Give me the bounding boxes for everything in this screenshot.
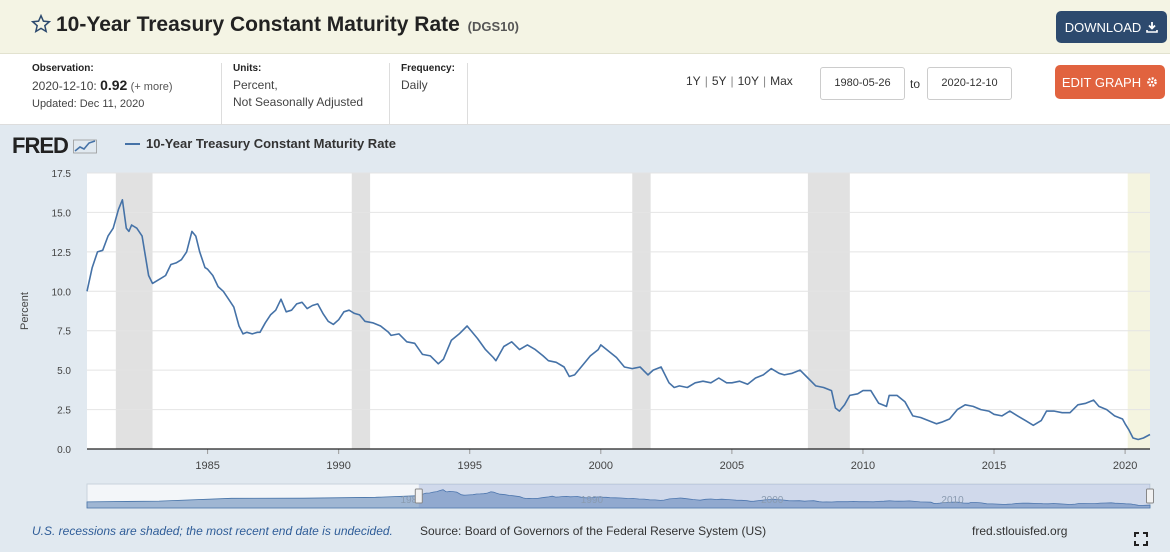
start-date-input[interactable]: 1980-05-26 — [820, 67, 905, 100]
units-line2: Not Seasonally Adjusted — [233, 95, 364, 109]
legend-label: 10-Year Treasury Constant Maturity Rate — [146, 136, 396, 151]
x-tick-label: 1985 — [195, 460, 219, 472]
units-line1: Percent, — [233, 78, 278, 92]
end-date-input[interactable]: 2020-12-10 — [927, 67, 1012, 100]
y-tick-label: 17.5 — [52, 169, 72, 180]
recession-band — [807, 173, 850, 449]
observation-more-link[interactable]: (+ more) — [130, 81, 173, 93]
navigator-handle[interactable] — [414, 488, 423, 504]
range-max-link[interactable]: Max — [770, 74, 793, 88]
navigator-handle[interactable] — [1146, 488, 1154, 504]
navigator-selection — [418, 484, 1150, 508]
plot-area — [87, 173, 1150, 449]
series-group — [86, 199, 1151, 441]
star-icon[interactable] — [31, 14, 51, 34]
fullscreen-icon[interactable] — [1134, 532, 1148, 546]
recession-band — [351, 173, 371, 449]
navigator-label: 1990 — [581, 495, 604, 506]
edit-graph-label: EDIT GRAPH — [1061, 74, 1142, 90]
axes: 0.0 2.5 5.0 7.5 10.0 12.5 15.0 17.5 1985 1990 1995… — [52, 169, 1150, 472]
recession-band — [115, 173, 153, 449]
fred-logo: FRED — [12, 133, 97, 159]
units-block: Units: Percent, Not Seasonally Adjusted — [233, 63, 363, 111]
y-tick-label: 10.0 — [52, 287, 72, 298]
recession-band — [1127, 173, 1150, 449]
y-tick-label: 5.0 — [57, 366, 71, 377]
frequency-block: Frequency: Daily — [401, 63, 455, 94]
y-tick-label: 15.0 — [52, 208, 72, 219]
download-button[interactable]: DOWNLOAD — [1056, 11, 1167, 43]
range-links: 1Y | 5Y | 10Y | Max — [686, 74, 793, 88]
separator: | — [762, 74, 767, 88]
series-title: 10-Year Treasury Constant Maturity Rate — [56, 13, 460, 36]
units-label: Units: — [233, 63, 262, 74]
recession-note: U.S. recessions are shaded; the most rec… — [32, 524, 393, 538]
download-label: DOWNLOAD — [1064, 19, 1142, 35]
series-id: (DGS10) — [467, 19, 519, 34]
recession-band — [632, 173, 651, 449]
observation-block: Observation: 2020-12-10: 0.92 (+ more) U… — [32, 63, 173, 113]
updated-date: Updated: Dec 11, 2020 — [32, 98, 145, 110]
recession-shading — [115, 173, 1150, 449]
navigator-series — [86, 489, 1151, 509]
observation-value: 0.92 — [100, 77, 128, 93]
fred-chart-icon — [73, 139, 97, 154]
gridlines — [87, 172, 1150, 411]
to-label: to — [910, 77, 921, 91]
x-tick-label: 2005 — [720, 460, 744, 472]
legend-swatch — [125, 142, 140, 145]
x-tick-label: 2010 — [851, 460, 875, 472]
chart-legend: 10-Year Treasury Constant Maturity Rate — [125, 136, 396, 151]
range-5y-link[interactable]: 5Y — [711, 74, 727, 88]
observation-label: Observation: — [32, 63, 94, 74]
navigator-label: 2000 — [761, 495, 784, 506]
range-navigator[interactable]: 1980 1990 2000 2010 — [86, 483, 1154, 509]
observation-date: 2020-12-10: — [32, 79, 97, 93]
title-bar: 10-Year Treasury Constant Maturity Rate … — [0, 0, 1170, 54]
y-tick-label: 12.5 — [52, 248, 72, 259]
frequency-label: Frequency: — [401, 63, 455, 74]
navigator-label: 1980 — [400, 495, 423, 506]
plot-background — [87, 173, 1150, 449]
fred-url[interactable]: fred.stlouisfed.org — [972, 524, 1068, 538]
y-tick-label: 7.5 — [57, 327, 71, 338]
gear-icon — [1147, 77, 1157, 87]
series-line — [86, 199, 1151, 441]
x-tick-label: 2015 — [982, 460, 1006, 472]
x-tick-label: 2000 — [589, 460, 613, 472]
series-meta: Observation: 2020-12-10: 0.92 (+ more) U… — [0, 55, 1170, 125]
source-text: Source: Board of Governors of the Federa… — [420, 524, 767, 538]
fred-logo-text: FRED — [12, 133, 69, 158]
observation-value-line: 2020-12-10: 0.92 (+ more) — [32, 77, 173, 96]
divider — [467, 63, 468, 125]
separator: | — [704, 74, 708, 88]
edit-graph-button[interactable]: EDIT GRAPH — [1055, 65, 1165, 99]
x-tick-label: 1990 — [326, 460, 350, 472]
y-axis-label: Percent — [19, 292, 31, 330]
y-tick-label: 0.0 — [57, 445, 71, 456]
divider — [221, 63, 222, 125]
separator: | — [730, 74, 734, 88]
y-tick-label: 2.5 — [57, 406, 71, 417]
frequency-value: Daily — [401, 78, 428, 92]
x-tick-label: 2020 — [1113, 460, 1137, 472]
divider — [389, 63, 390, 125]
page-title: 10-Year Treasury Constant Maturity Rate … — [56, 13, 519, 37]
range-10y-link[interactable]: 10Y — [737, 74, 759, 88]
range-1y-link[interactable]: 1Y — [686, 74, 701, 88]
navigator-label: 2010 — [941, 495, 964, 506]
x-tick-label: 1995 — [457, 460, 481, 472]
download-icon — [1146, 22, 1159, 33]
